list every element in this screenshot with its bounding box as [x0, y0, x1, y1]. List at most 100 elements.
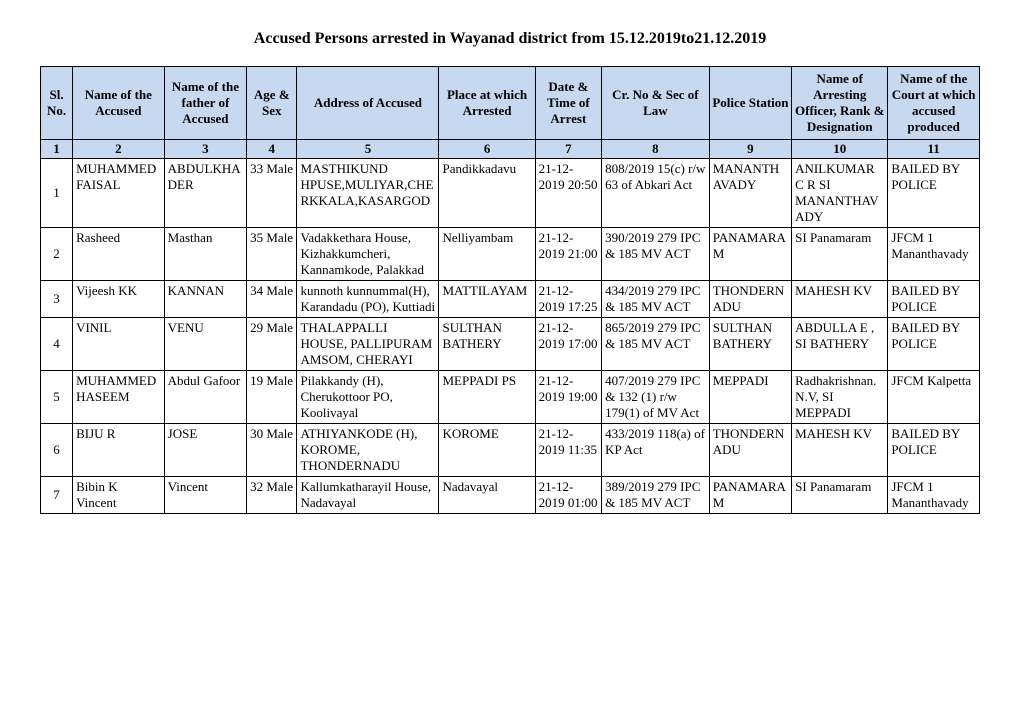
cell-place: SULTHAN BATHERY — [439, 318, 535, 371]
col-num: 2 — [73, 140, 165, 159]
cell-court: JFCM Kalpetta — [888, 371, 980, 424]
cell-sl: 6 — [41, 424, 73, 477]
col-num: 6 — [439, 140, 535, 159]
table-row: 7 Bibin K Vincent Vincent 32 Male Kallum… — [41, 477, 980, 514]
cell-place: Pandikkadavu — [439, 159, 535, 228]
table-row: 2 Rasheed Masthan 35 Male Vadakkethara H… — [41, 228, 980, 281]
cell-court: JFCM 1 Mananthavady — [888, 477, 980, 514]
cell-officer: ABDULLA E , SI BATHERY — [792, 318, 888, 371]
cell-sl: 5 — [41, 371, 73, 424]
cell-place: Nadavayal — [439, 477, 535, 514]
cell-cr: 407/2019 279 IPC & 132 (1) r/w 179(1) of… — [602, 371, 710, 424]
table-row: 3 Vijeesh KK KANNAN 34 Male kunnoth kunn… — [41, 281, 980, 318]
column-number-row: 1 2 3 4 5 6 7 8 9 10 11 — [41, 140, 980, 159]
col-num: 8 — [602, 140, 710, 159]
cell-datetime: 21-12-2019 19:00 — [535, 371, 601, 424]
table-row: 1 MUHAMMED FAISAL ABDULKHADER 33 Male MA… — [41, 159, 980, 228]
cell-court: BAILED BY POLICE — [888, 424, 980, 477]
cell-datetime: 21-12-2019 17:25 — [535, 281, 601, 318]
col-num: 5 — [297, 140, 439, 159]
cell-datetime: 21-12-2019 01:00 — [535, 477, 601, 514]
cell-father: JOSE — [164, 424, 246, 477]
cell-cr: 808/2019 15(c) r/w 63 of Abkari Act — [602, 159, 710, 228]
cell-father: Masthan — [164, 228, 246, 281]
cell-father: KANNAN — [164, 281, 246, 318]
cell-name: MUHAMMED HASEEM — [73, 371, 165, 424]
col-num: 3 — [164, 140, 246, 159]
cell-court: JFCM 1 Mananthavady — [888, 228, 980, 281]
document-page: Accused Persons arrested in Wayanad dist… — [0, 0, 1020, 554]
cell-officer: Radhakrishnan.N.V, SI MEPPADI — [792, 371, 888, 424]
cell-address: kunnoth kunnummal(H), Karandadu (PO), Ku… — [297, 281, 439, 318]
cell-name: Bibin K Vincent — [73, 477, 165, 514]
cell-cr: 433/2019 118(a) of KP Act — [602, 424, 710, 477]
cell-station: THONDERNADU — [709, 424, 791, 477]
cell-datetime: 21-12-2019 20:50 — [535, 159, 601, 228]
cell-age: 32 Male — [247, 477, 297, 514]
cell-father: Abdul Gafoor — [164, 371, 246, 424]
col-header-father: Name of the father of Accused — [164, 67, 246, 140]
cell-name: VINIL — [73, 318, 165, 371]
cell-address: Pilakkandy (H), Cherukottoor PO, Kooliva… — [297, 371, 439, 424]
cell-sl: 4 — [41, 318, 73, 371]
cell-station: PANAMARAM — [709, 477, 791, 514]
col-num: 7 — [535, 140, 601, 159]
col-header-place: Place at which Arrested — [439, 67, 535, 140]
cell-name: Rasheed — [73, 228, 165, 281]
cell-sl: 1 — [41, 159, 73, 228]
cell-name: BIJU R — [73, 424, 165, 477]
table-row: 6 BIJU R JOSE 30 Male ATHIYANKODE (H), K… — [41, 424, 980, 477]
col-header-datetime: Date & Time of Arrest — [535, 67, 601, 140]
cell-sl: 2 — [41, 228, 73, 281]
col-header-court: Name of the Court at which accused produ… — [888, 67, 980, 140]
header-row: Sl. No. Name of the Accused Name of the … — [41, 67, 980, 140]
cell-officer: SI Panamaram — [792, 477, 888, 514]
cell-cr: 434/2019 279 IPC & 185 MV ACT — [602, 281, 710, 318]
cell-officer: ANILKUMAR C R SI MANANTHAVADY — [792, 159, 888, 228]
cell-cr: 389/2019 279 IPC & 185 MV ACT — [602, 477, 710, 514]
cell-address: THALAPPALLI HOUSE, PALLIPURAM AMSOM, CHE… — [297, 318, 439, 371]
cell-officer: MAHESH KV — [792, 424, 888, 477]
col-header-station: Police Station — [709, 67, 791, 140]
cell-age: 34 Male — [247, 281, 297, 318]
cell-address: Vadakkethara House, Kizhakkumcheri, Kann… — [297, 228, 439, 281]
col-header-address: Address of Accused — [297, 67, 439, 140]
table-row: 4 VINIL VENU 29 Male THALAPPALLI HOUSE, … — [41, 318, 980, 371]
table-body: 1 MUHAMMED FAISAL ABDULKHADER 33 Male MA… — [41, 159, 980, 514]
cell-datetime: 21-12-2019 11:35 — [535, 424, 601, 477]
cell-name: Vijeesh KK — [73, 281, 165, 318]
cell-father: ABDULKHADER — [164, 159, 246, 228]
cell-datetime: 21-12-2019 17:00 — [535, 318, 601, 371]
cell-address: MASTHIKUND HPUSE,MULIYAR,CHERKKALA,KASAR… — [297, 159, 439, 228]
cell-cr: 865/2019 279 IPC & 185 MV ACT — [602, 318, 710, 371]
cell-age: 29 Male — [247, 318, 297, 371]
col-num: 1 — [41, 140, 73, 159]
cell-court: BAILED BY POLICE — [888, 281, 980, 318]
cell-place: KOROME — [439, 424, 535, 477]
cell-sl: 3 — [41, 281, 73, 318]
col-header-officer: Name of Arresting Officer, Rank & Design… — [792, 67, 888, 140]
cell-station: SULTHAN BATHERY — [709, 318, 791, 371]
cell-age: 33 Male — [247, 159, 297, 228]
col-num: 10 — [792, 140, 888, 159]
cell-sl: 7 — [41, 477, 73, 514]
cell-age: 19 Male — [247, 371, 297, 424]
cell-officer: SI Panamaram — [792, 228, 888, 281]
cell-station: MANANTHAVADY — [709, 159, 791, 228]
cell-station: MEPPADI — [709, 371, 791, 424]
page-title: Accused Persons arrested in Wayanad dist… — [40, 30, 980, 48]
cell-place: MATTILAYAM — [439, 281, 535, 318]
col-header-sl: Sl. No. — [41, 67, 73, 140]
col-header-name: Name of the Accused — [73, 67, 165, 140]
cell-father: VENU — [164, 318, 246, 371]
cell-age: 30 Male — [247, 424, 297, 477]
cell-name: MUHAMMED FAISAL — [73, 159, 165, 228]
cell-cr: 390/2019 279 IPC & 185 MV ACT — [602, 228, 710, 281]
col-header-age: Age & Sex — [247, 67, 297, 140]
cell-address: ATHIYANKODE (H), KOROME, THONDERNADU — [297, 424, 439, 477]
cell-place: MEPPADI PS — [439, 371, 535, 424]
cell-court: BAILED BY POLICE — [888, 159, 980, 228]
col-num: 9 — [709, 140, 791, 159]
cell-officer: MAHESH KV — [792, 281, 888, 318]
cell-place: Nelliyambam — [439, 228, 535, 281]
